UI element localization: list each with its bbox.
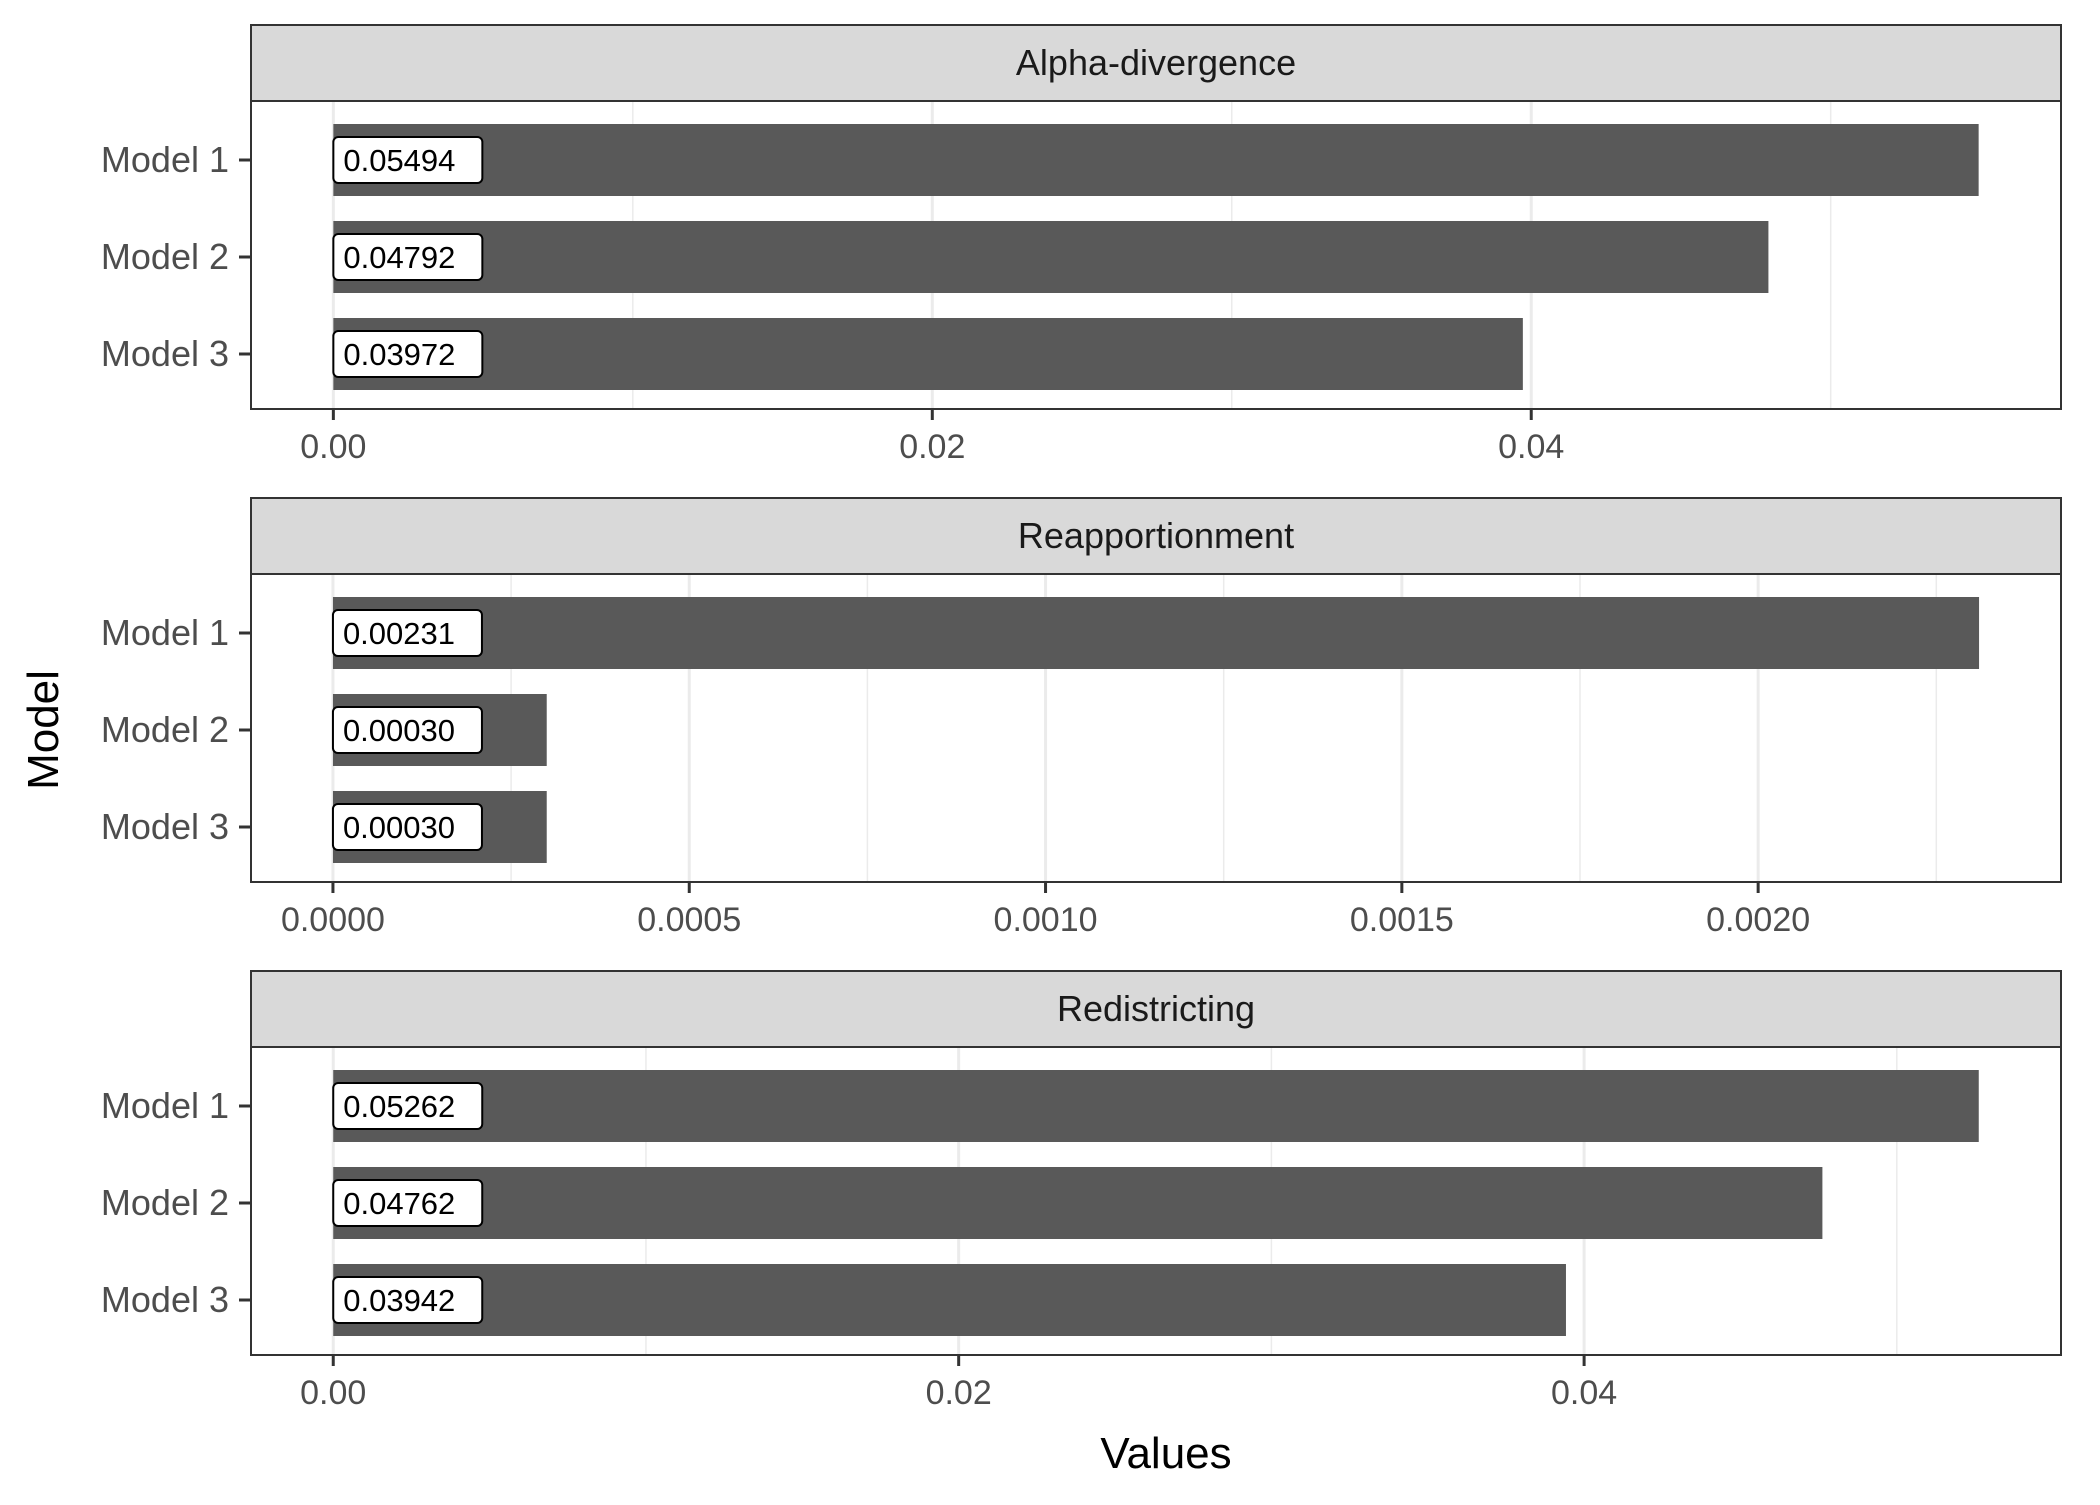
data-label-box — [332, 330, 484, 378]
x-tick-label: 0.02 — [899, 428, 965, 466]
facet-title: Alpha-divergence — [1016, 42, 1296, 83]
x-tick-label: 0.00 — [300, 428, 366, 466]
panel-border — [250, 573, 2062, 883]
data-label: 0.00030 — [343, 810, 455, 845]
facet-panel: Alpha-divergence 0.05494 Model 1 0.04792 Mod… — [101, 24, 2062, 466]
panel-border — [250, 1046, 2062, 1356]
bar — [332, 597, 1980, 669]
x-tick-label: 0.04 — [1498, 428, 1564, 466]
data-label: 0.00231 — [343, 616, 455, 651]
x-tick-label: 0.04 — [1551, 1374, 1617, 1412]
y-tick-label: Model 1 — [101, 612, 229, 653]
facet-panel: Reapportionment 0.00231 Model 1 0.00030 Mode… — [101, 497, 2062, 939]
y-tick-label: Model 3 — [101, 806, 229, 847]
bar — [333, 221, 1769, 293]
bar — [333, 318, 1523, 390]
data-label-box — [332, 233, 484, 281]
y-tick-label: Model 1 — [101, 139, 229, 180]
facet-panel: Redistricting 0.05262 Model 1 0.04762 Model … — [101, 970, 2062, 1412]
x-tick-label: 0.00 — [300, 1374, 366, 1412]
bar — [333, 1070, 1979, 1142]
bar — [333, 1264, 1566, 1336]
data-label: 0.00030 — [343, 713, 455, 748]
x-tick-label: 0.0005 — [637, 901, 741, 939]
x-tick-label: 0.0015 — [1350, 901, 1454, 939]
data-label-box — [332, 1179, 484, 1227]
y-tick-label: Model 3 — [101, 1279, 229, 1320]
facet-title: Redistricting — [1057, 988, 1255, 1029]
y-tick-label: Model 1 — [101, 1085, 229, 1126]
y-tick-label: Model 3 — [101, 333, 229, 374]
data-label-box — [331, 706, 483, 754]
y-tick-label: Model 2 — [101, 1182, 229, 1223]
y-tick-label: Model 2 — [101, 709, 229, 750]
data-label: 0.05262 — [343, 1089, 455, 1124]
y-tick-label: Model 2 — [101, 236, 229, 277]
x-tick-label: 0.0020 — [1706, 901, 1810, 939]
bar — [333, 124, 1979, 196]
facet-strip — [250, 24, 2062, 102]
bar — [333, 1167, 1823, 1239]
data-label-box — [332, 1082, 484, 1130]
data-label: 0.03942 — [343, 1283, 455, 1318]
x-tick-label: 0.02 — [926, 1374, 992, 1412]
panel-border — [250, 100, 2062, 410]
data-label: 0.05494 — [343, 143, 455, 178]
facet-strip — [250, 497, 2062, 575]
data-label: 0.04762 — [343, 1186, 455, 1221]
facet-title: Reapportionment — [1018, 515, 1294, 556]
data-label-box — [332, 136, 484, 184]
data-label-box — [331, 803, 483, 851]
x-tick-label: 0.0010 — [994, 901, 1098, 939]
data-label: 0.04792 — [343, 240, 455, 275]
facet-strip — [250, 970, 2062, 1048]
data-label-box — [331, 609, 483, 657]
data-label: 0.03972 — [343, 337, 455, 372]
y-axis-title: Model — [19, 670, 68, 790]
data-label-box — [332, 1276, 484, 1324]
x-axis-title: Values — [1100, 1429, 1231, 1478]
x-tick-label: 0.0000 — [281, 901, 385, 939]
